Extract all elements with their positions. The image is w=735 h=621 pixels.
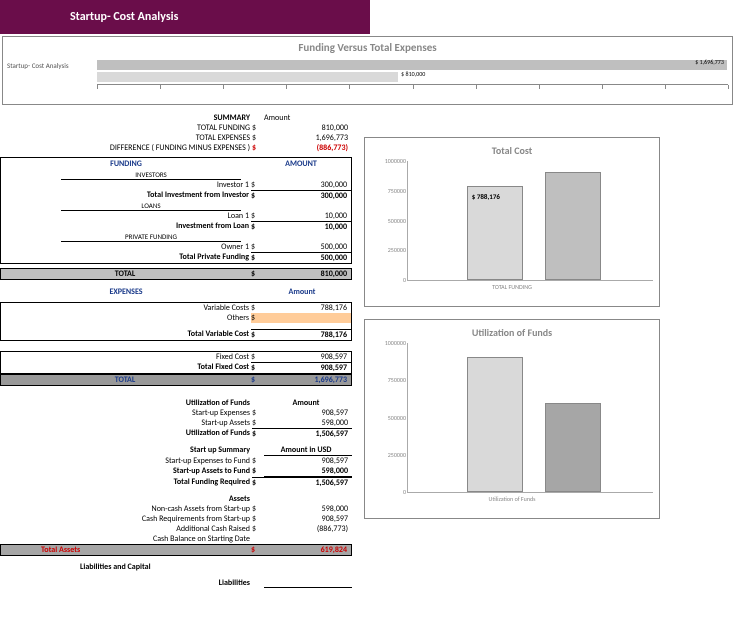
liabilities-heading: Liabilities [0, 578, 252, 588]
line-value [264, 534, 352, 544]
line-value: (886,773) [264, 524, 352, 534]
expenses-total-row: TOTAL $ 1,696,773 [0, 374, 352, 386]
funding-total-row: TOTAL $ 810,000 [0, 268, 352, 280]
chart-bar [545, 403, 601, 492]
summary-value: (886,773) [264, 143, 352, 153]
fvte-bar-expenses [97, 60, 727, 70]
funding-section-title: PRIVATE FUNDING [61, 232, 241, 242]
line-value: 598,000 [264, 504, 352, 514]
sub-total-value: 300,000 [263, 190, 351, 201]
line-label: Start-up Expenses [0, 408, 252, 418]
summary-amount-heading: Amount [264, 113, 352, 123]
total-cost-chart: Total Cost 02500005000007500001000000$ 7… [364, 137, 660, 307]
line-label: Start-up Assets to Fund [0, 466, 252, 477]
line-value: 10,000 [263, 211, 351, 221]
line-value: 908,597 [264, 408, 352, 418]
utilization-chart: Utilization of Funds 0250000500000750000… [364, 319, 660, 519]
chart-bar [467, 357, 523, 492]
fvte-title: Funding Versus Total Expenses [7, 41, 728, 54]
summary-label: TOTAL FUNDING [0, 123, 252, 133]
line-value: 598,000 [264, 418, 352, 428]
funding-box: FUNDING AMOUNT INVESTORSInvestor 1$300,0… [0, 157, 352, 264]
line-label: Start-up Assets [0, 418, 252, 428]
chart-bar-label: $ 788,176 [472, 192, 500, 201]
line-label: Non-cash Assets from Start-up [0, 504, 252, 514]
fixed-cost-box: Fixed Cost$908,597Total Fixed Cost$908,5… [0, 351, 352, 374]
sub-total-label: Total Variable Cost [1, 329, 251, 340]
startup-summary-amount-heading: Amount in USD [264, 445, 352, 456]
line-value: 300,000 [263, 180, 351, 190]
chart-bar [545, 172, 601, 280]
currency: $ [252, 123, 264, 133]
sub-total-label: Total Fixed Cost [1, 362, 251, 373]
line-value [263, 313, 351, 323]
sub-total-value: 500,000 [263, 252, 351, 263]
line-value: 598,000 [264, 466, 352, 477]
expenses-header: EXPENSES [0, 287, 252, 297]
line-label: Variable Costs [1, 303, 251, 313]
line-label: Fixed Cost [1, 352, 251, 362]
total-assets-row: Total Assets $ 619,824 [0, 544, 352, 556]
sub-total-value: 1,506,597 [264, 428, 352, 439]
sub-total-value: 10,000 [263, 221, 351, 232]
summary-value: 810,000 [264, 123, 352, 133]
sub-total-label: Total Funding Required [0, 477, 252, 488]
line-value: 908,597 [264, 456, 352, 466]
line-label: Others [1, 313, 251, 323]
sub-total-label: Total Investment from Investor [1, 190, 251, 201]
util-amount-heading: Amount [264, 398, 352, 408]
fvte-bar-funding-label: $ 810,000 [401, 70, 425, 78]
line-value: 788,176 [263, 303, 351, 313]
currency: $ [252, 143, 264, 153]
sub-total-label: Total Private Funding [1, 252, 251, 263]
line-label: Cash Balance on Starting Date [0, 534, 252, 544]
line-value: 908,597 [264, 514, 352, 524]
sub-total-value: 908,597 [263, 362, 351, 373]
page-title: Startup- Cost Analysis [0, 0, 370, 34]
sub-total-label: Utilization of Funds [0, 428, 252, 439]
startup-summary-heading: Start up Summary [0, 445, 252, 456]
line-label: Additional Cash Raised [0, 524, 252, 534]
funding-vs-expenses-chart: Funding Versus Total Expenses Startup- C… [2, 36, 733, 105]
fvte-bar-funding [97, 72, 398, 82]
fvte-bar-expenses-label: $ 1,696,773 [695, 58, 724, 66]
line-label: Loan 1 [1, 211, 251, 221]
summary-value: 1,696,773 [264, 133, 352, 143]
line-value: 500,000 [263, 242, 351, 252]
summary-label: DIFFERENCE ( FUNDING MINUS EXPENSES ) [0, 143, 252, 153]
sub-total-label: Investment from Loan [1, 221, 251, 232]
funding-section-title: LOANS [61, 201, 241, 211]
funding-header: FUNDING [1, 159, 251, 169]
line-value: 908,597 [263, 352, 351, 362]
assets-heading: Assets [0, 494, 252, 504]
funding-amount-header: AMOUNT [251, 159, 351, 169]
variable-cost-box: Variable Costs$788,176Others$Total Varia… [0, 302, 352, 341]
summary-heading: SUMMARY [0, 113, 252, 123]
fvte-axis [97, 84, 728, 90]
fvte-row-label: Startup- Cost Analysis [7, 61, 97, 70]
funding-section-title: INVESTORS [61, 170, 241, 180]
sub-total-value: 788,176 [263, 329, 351, 340]
currency: $ [252, 133, 264, 143]
sub-total-value: 1,506,597 [264, 477, 352, 488]
line-label: Start-up Expenses to Fund [0, 456, 252, 466]
summary-label: TOTAL EXPENSES [0, 133, 252, 143]
liabilities-capital-heading: Liabilities and Capital [0, 562, 252, 572]
line-label: Cash Requirements from Start-up [0, 514, 252, 524]
util-heading: Utilization of Funds [0, 398, 252, 408]
expenses-amount-header: Amount [252, 287, 352, 297]
line-label: Investor 1 [1, 180, 251, 190]
line-label: Owner 1 [1, 242, 251, 252]
